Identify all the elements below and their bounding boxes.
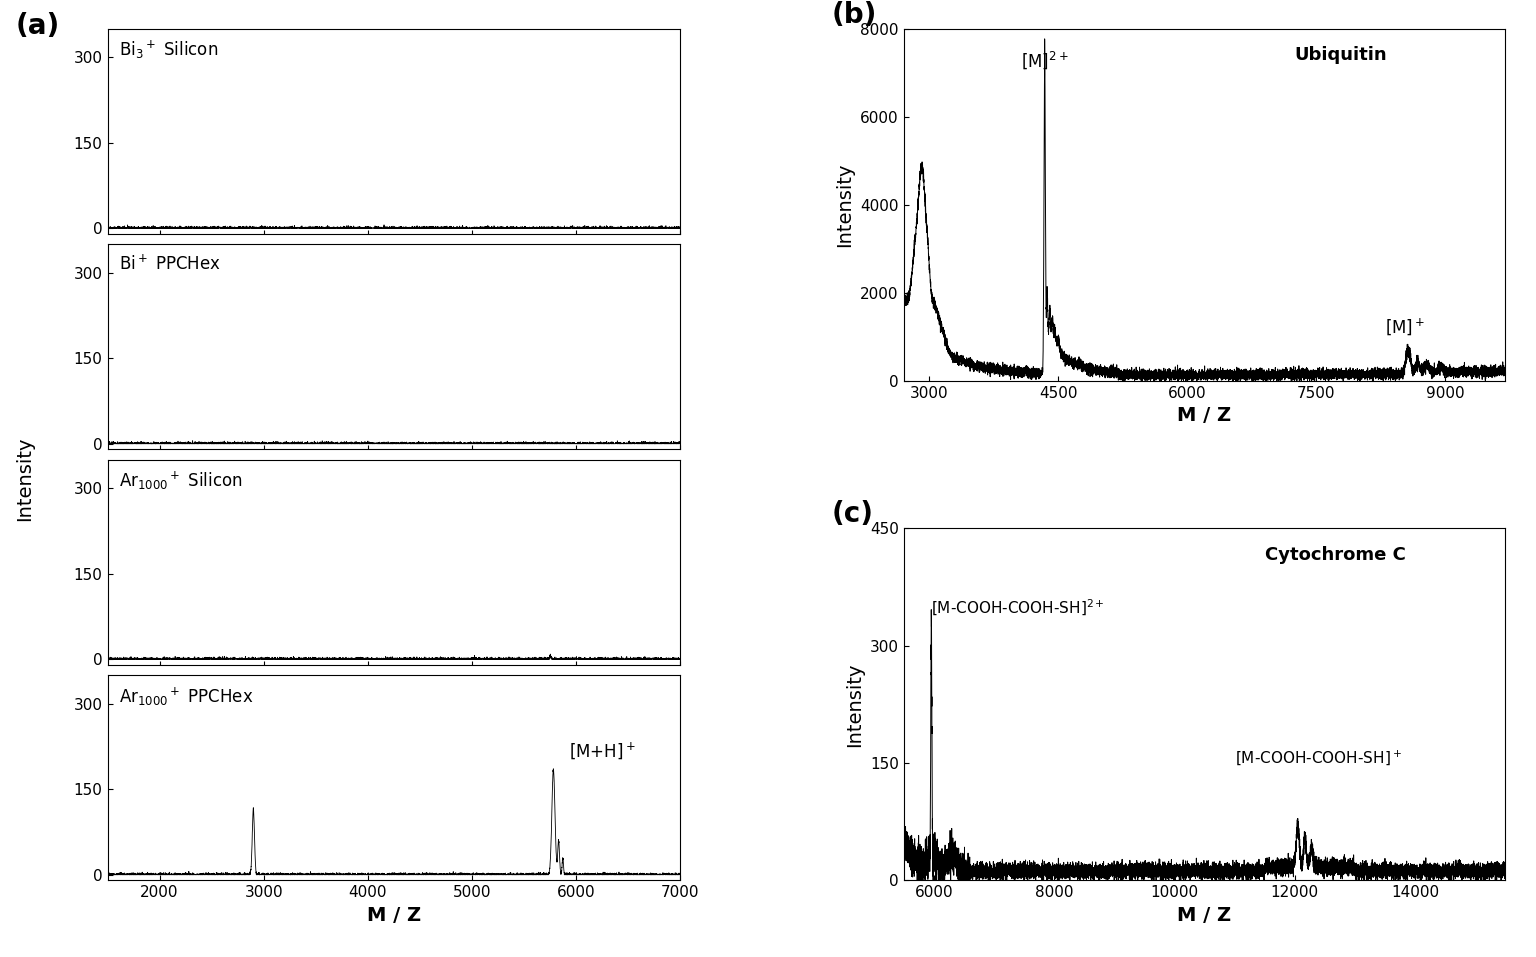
Text: [M-COOH-COOH-SH]$^{2+}$: [M-COOH-COOH-SH]$^{2+}$ — [931, 598, 1104, 618]
Text: (b): (b) — [831, 1, 877, 29]
Text: [M-COOH-COOH-SH]$^+$: [M-COOH-COOH-SH]$^+$ — [1235, 748, 1401, 767]
Text: Ubiquitin: Ubiquitin — [1295, 46, 1387, 64]
Text: Intensity: Intensity — [15, 436, 34, 521]
Text: [M]$^{2+}$: [M]$^{2+}$ — [1021, 49, 1069, 71]
Text: (a): (a) — [15, 12, 60, 40]
Y-axis label: Intensity: Intensity — [845, 662, 865, 746]
Text: Bi$_3$$^+$ Silicon: Bi$_3$$^+$ Silicon — [118, 39, 218, 61]
Text: [M]$^+$: [M]$^+$ — [1385, 316, 1425, 337]
Text: Cytochrome C: Cytochrome C — [1264, 546, 1405, 564]
Text: Ar$_{1000}$$^+$ Silicon: Ar$_{1000}$$^+$ Silicon — [118, 470, 243, 492]
Text: Ar$_{1000}$$^+$ PPCHex: Ar$_{1000}$$^+$ PPCHex — [118, 685, 253, 708]
Y-axis label: Intensity: Intensity — [836, 163, 854, 247]
Text: [M+H]$^+$: [M+H]$^+$ — [568, 740, 636, 761]
X-axis label: M / Z: M / Z — [1178, 406, 1232, 425]
X-axis label: M / Z: M / Z — [1178, 906, 1232, 924]
X-axis label: M / Z: M / Z — [367, 906, 421, 924]
Text: (c): (c) — [831, 501, 874, 528]
Text: Bi$^+$ PPCHex: Bi$^+$ PPCHex — [118, 255, 221, 274]
